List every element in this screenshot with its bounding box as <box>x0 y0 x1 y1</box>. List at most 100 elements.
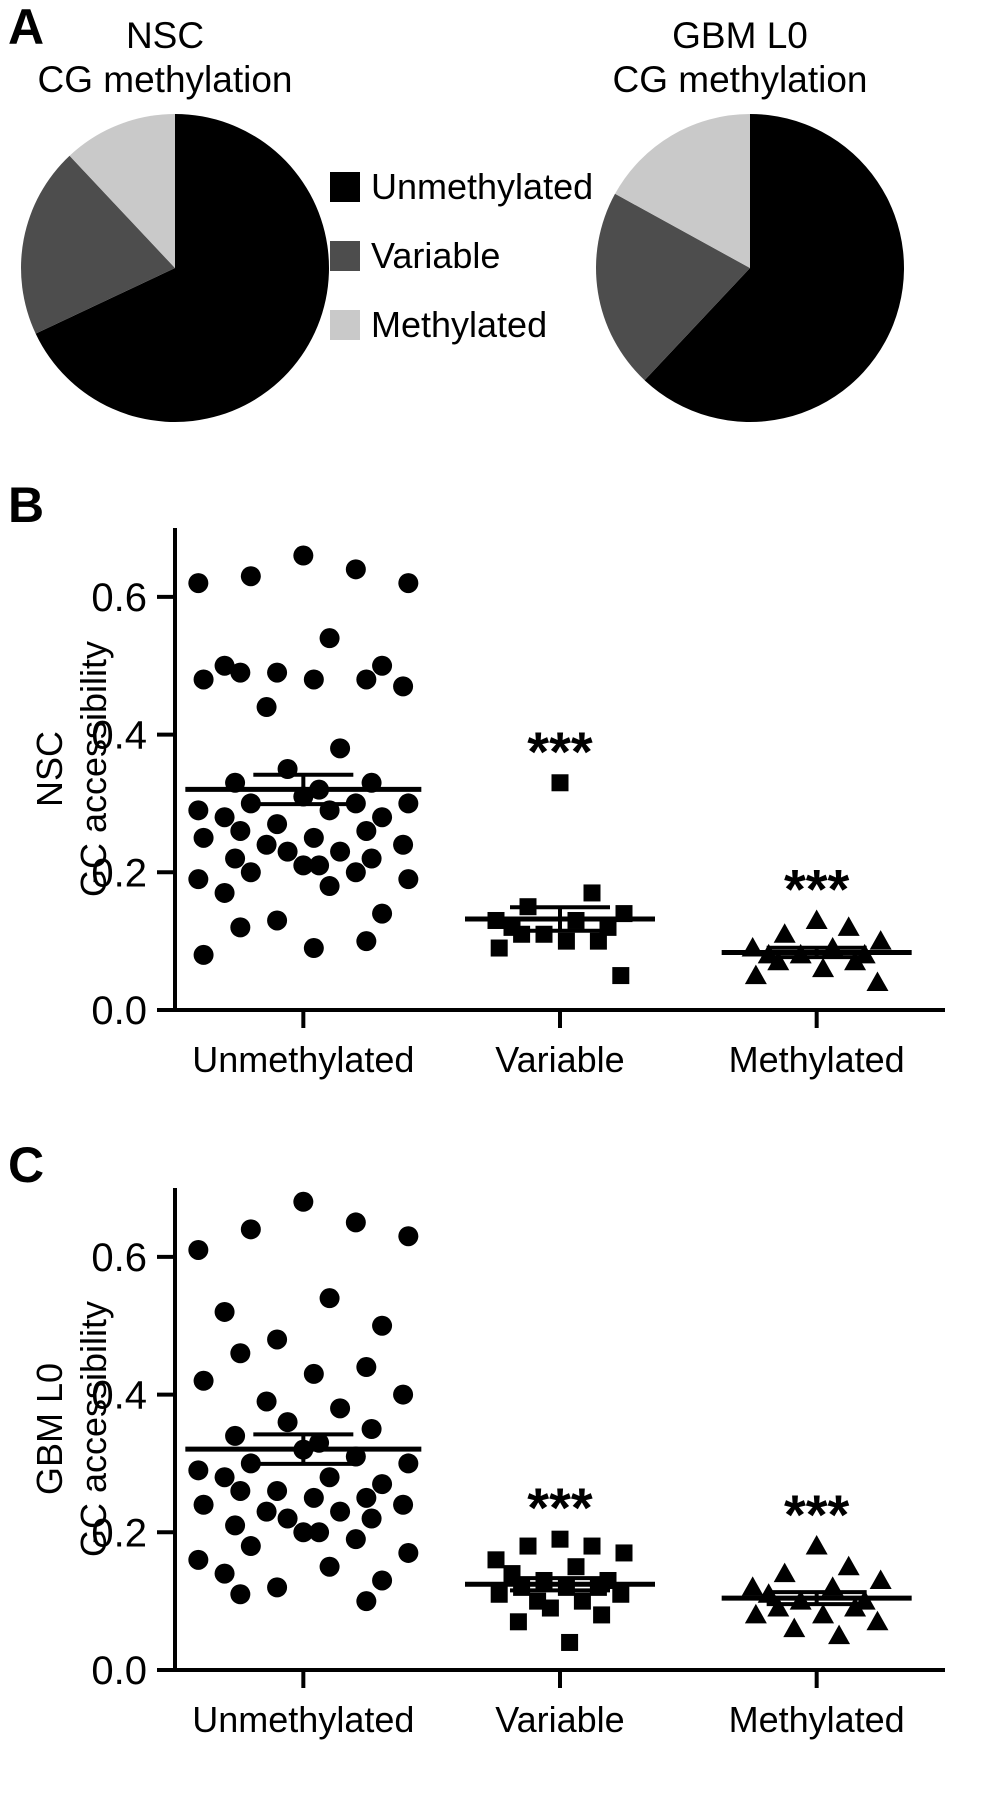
data-point-circle <box>193 1494 214 1515</box>
data-point-circle <box>193 1370 214 1391</box>
data-point-circle <box>293 545 314 566</box>
data-point-circle <box>267 910 288 931</box>
data-point-circle <box>230 1584 251 1605</box>
data-point-circle <box>309 855 330 876</box>
data-point-circle <box>188 1239 209 1260</box>
data-point-circle <box>193 944 214 965</box>
data-point-circle <box>345 1212 366 1233</box>
data-point-circle <box>361 1419 382 1439</box>
data-point-circle <box>356 1357 377 1378</box>
category-label-unmethylated: Unmethylated <box>192 1699 414 1740</box>
data-point-circle <box>393 1384 414 1405</box>
data-point-circle <box>267 1480 288 1501</box>
significance-stars: *** <box>784 857 850 920</box>
data-point-circle <box>372 1570 393 1591</box>
data-point-circle <box>319 1556 340 1577</box>
data-point-triangle <box>773 923 796 943</box>
data-point-circle <box>293 1191 314 1212</box>
legend-swatch-methylated-icon <box>330 310 360 340</box>
data-point-circle <box>230 1343 251 1364</box>
data-point-circle <box>356 820 377 841</box>
data-point-circle <box>240 793 261 814</box>
y-axis-label-line1: GBM L0 <box>29 1363 70 1495</box>
panel-b: B 0.0 0.2 0.4 0.6 NSC GC accessibility Unmethy… <box>0 480 993 1140</box>
pie-title-gbm-line1: GBM L0 <box>672 15 808 56</box>
pie-slice-variable <box>596 193 750 381</box>
panel-c-letter: C <box>8 1137 45 1193</box>
data-point-circle <box>267 1329 288 1350</box>
data-point-circle <box>319 628 340 649</box>
data-point-circle <box>303 669 324 690</box>
data-point-circle <box>356 1487 377 1508</box>
data-point-circle <box>345 862 366 883</box>
data-point-square <box>551 1530 569 1548</box>
pie-title-nsc-line2: CG methylation <box>37 58 293 100</box>
data-point-circle <box>188 1460 209 1481</box>
panel-b-letter: B <box>8 477 45 533</box>
data-point-circle <box>188 1549 209 1570</box>
data-point-square <box>513 925 531 943</box>
legend-swatch-unmethylated-icon <box>330 172 360 202</box>
data-point-triangle <box>866 971 889 991</box>
data-point-square <box>487 1551 505 1569</box>
data-point-circle <box>240 862 261 883</box>
data-point-circle <box>256 1501 277 1522</box>
significance-stars: *** <box>527 720 593 783</box>
data-point-circle <box>214 655 235 676</box>
pie-chart-nsc <box>21 114 330 422</box>
data-point-circle <box>230 1480 251 1501</box>
data-point-circle <box>372 655 393 676</box>
data-point-circle <box>393 834 414 855</box>
data-point-circle <box>309 1522 330 1543</box>
data-point-triangle <box>837 916 860 936</box>
data-point-circle <box>267 1577 288 1598</box>
data-point-square <box>513 1578 531 1596</box>
data-point-circle <box>330 1398 351 1419</box>
data-point-circle <box>225 1425 246 1446</box>
legend-label-methylated: Methylated <box>371 304 548 345</box>
data-point-triangle <box>812 1603 835 1624</box>
significance-stars: *** <box>527 1476 593 1539</box>
pie-title-nsc: NSC CG methylation <box>10 14 320 101</box>
data-point-triangle <box>869 930 892 950</box>
data-point-triangle <box>767 1597 790 1617</box>
pie-slice-unmethylated <box>35 114 330 422</box>
data-point-square <box>612 967 630 985</box>
scatter-plot-gbm: 0.0 0.2 0.4 0.6 GBM L0 GC accessibility Unmeth… <box>29 1188 945 1740</box>
y-axis-label-line2: GC accessibility <box>73 641 114 897</box>
data-point-triangle <box>744 1603 767 1624</box>
data-point-circle <box>225 848 246 869</box>
data-point-circle <box>214 1563 235 1584</box>
data-point-square <box>583 1537 601 1555</box>
data-point-circle <box>188 800 209 821</box>
pie-title-nsc-line1: NSC <box>125 15 205 56</box>
data-point-square <box>615 1544 633 1562</box>
data-point-circle <box>372 1315 393 1336</box>
data-point-circle <box>319 1288 340 1309</box>
data-point-circle <box>319 876 340 897</box>
category-label-methylated: Methylated <box>729 1039 905 1080</box>
significance-stars: *** <box>784 1483 850 1546</box>
data-point-square <box>593 1606 611 1624</box>
category-label-methylated: Methylated <box>729 1699 905 1740</box>
data-point-circle <box>372 1474 393 1495</box>
data-point-circle <box>398 573 419 594</box>
data-point-circle <box>293 855 314 876</box>
data-point-circle <box>398 1226 419 1247</box>
data-point-square <box>583 884 601 902</box>
pie-slice-methylated <box>615 114 750 268</box>
scatter-plot-nsc: 0.0 0.2 0.4 0.6 NSC GC accessibility Unmethyla… <box>29 528 945 1080</box>
data-point-circle <box>393 676 414 697</box>
data-point-triangle <box>805 1535 828 1555</box>
data-point-circle <box>230 662 251 683</box>
data-point-circle <box>303 938 324 959</box>
data-point-triangle <box>844 1597 867 1617</box>
data-point-circle <box>330 1501 351 1522</box>
data-point-circle <box>256 697 277 718</box>
legend-item-methylated: Methylated <box>330 304 593 346</box>
y-tick-label: 0.4 <box>91 1374 147 1418</box>
category-label-unmethylated: Unmethylated <box>192 1039 414 1080</box>
data-point-circle <box>188 869 209 890</box>
data-point-square <box>573 1592 591 1610</box>
data-point-circle <box>267 814 288 835</box>
